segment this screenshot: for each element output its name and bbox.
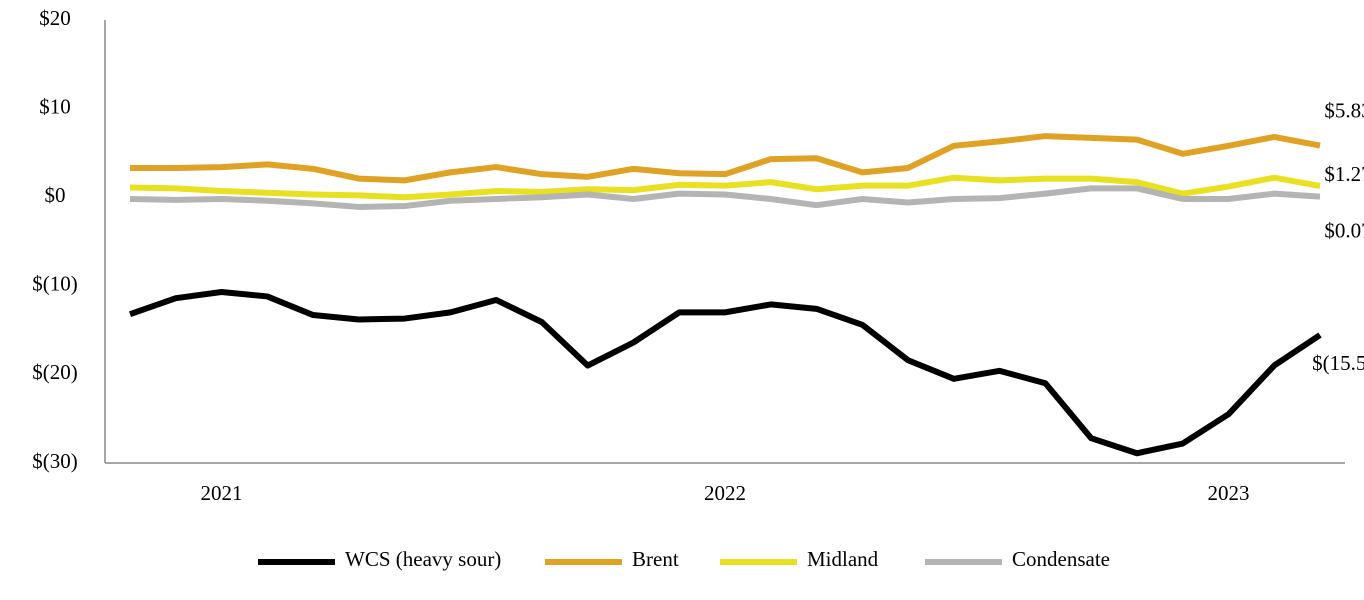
y-tick-label: $10 [39, 94, 71, 118]
x-tick-label: 2021 [201, 481, 243, 505]
legend-label: Midland [807, 547, 879, 571]
value-label: $5.83 [1324, 98, 1364, 122]
value-label: $(15.55) [1312, 351, 1364, 375]
series-line [129, 185, 1321, 210]
x-tick-label: 2022 [704, 481, 746, 505]
legend-label: Brent [632, 547, 679, 571]
series-line [130, 133, 1321, 184]
legend-label: Condensate [1012, 547, 1110, 571]
series-line [129, 174, 1321, 201]
series-line [129, 289, 1322, 457]
y-tick-label: $(10) [32, 272, 78, 296]
y-tick-label: $20 [39, 6, 71, 30]
y-tick-label: $0 [45, 183, 66, 207]
value-label: $1.27 [1324, 162, 1364, 186]
x-tick-label: 2023 [1207, 481, 1249, 505]
value-label: $0.07 [1324, 218, 1364, 242]
legend-label: WCS (heavy sour) [345, 547, 501, 571]
y-tick-label: $(20) [32, 360, 78, 384]
y-tick-label: $(30) [32, 449, 78, 473]
